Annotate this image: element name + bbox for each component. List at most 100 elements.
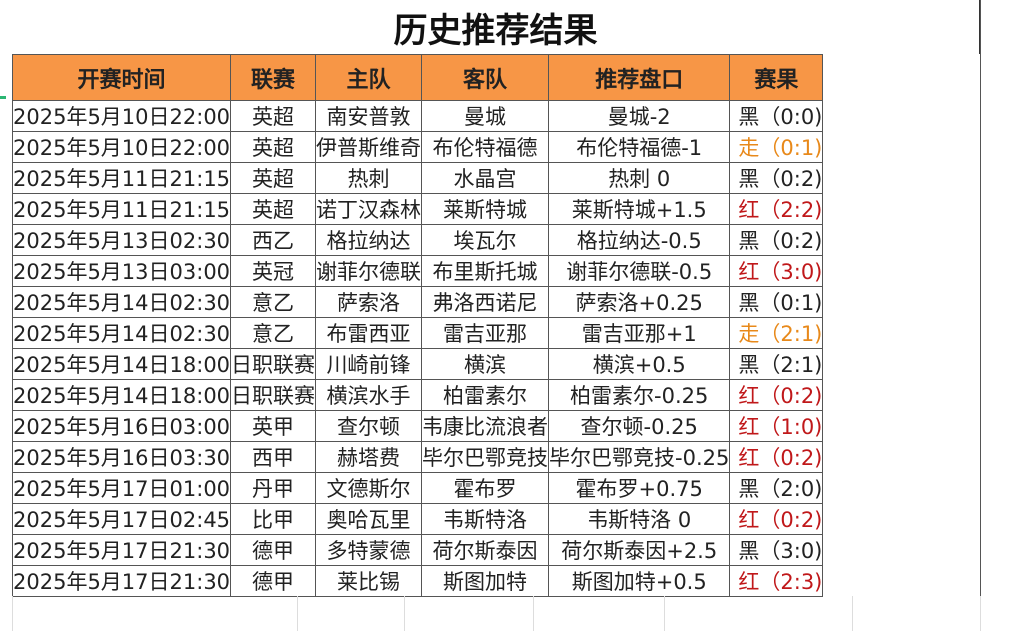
- cell-league[interactable]: 德甲: [230, 534, 317, 566]
- cell-pick[interactable]: 查尔顿-0.25: [548, 410, 731, 442]
- cell-time[interactable]: 2025年5月17日21:30: [11, 534, 232, 566]
- cell-home[interactable]: 奥哈瓦里: [315, 503, 423, 535]
- cell-pick[interactable]: 毕尔巴鄂竞技-0.25: [548, 441, 731, 473]
- cell-time[interactable]: 2025年5月10日22:00: [11, 131, 232, 163]
- cell-time[interactable]: 2025年5月14日02:30: [11, 286, 232, 318]
- cell-away[interactable]: 布里斯托城: [421, 255, 550, 287]
- cell-league[interactable]: 英超: [230, 131, 317, 163]
- cell-pick[interactable]: 霍布罗+0.75: [548, 472, 731, 504]
- cell-time[interactable]: 2025年5月14日02:30: [11, 317, 232, 349]
- cell-league[interactable]: 日职联赛: [230, 379, 317, 411]
- cell-away[interactable]: 埃瓦尔: [421, 224, 550, 256]
- header-league[interactable]: 联赛: [230, 54, 317, 101]
- cell-league[interactable]: 日职联赛: [230, 348, 317, 380]
- cell-result[interactable]: 黑（3:0): [729, 534, 824, 566]
- cell-home[interactable]: 谢菲尔德联: [315, 255, 423, 287]
- cell-pick[interactable]: 斯图加特+0.5: [548, 565, 731, 597]
- cell-time[interactable]: 2025年5月14日18:00: [11, 348, 232, 380]
- cell-pick[interactable]: 萨索洛+0.25: [548, 286, 731, 318]
- cell-away[interactable]: 莱斯特城: [421, 193, 550, 225]
- cell-time[interactable]: 2025年5月17日01:00: [11, 472, 232, 504]
- cell-time[interactable]: 2025年5月16日03:30: [11, 441, 232, 473]
- cell-result[interactable]: 红（1:0): [729, 410, 824, 442]
- cell-home[interactable]: 诺丁汉森林: [315, 193, 423, 225]
- cell-pick[interactable]: 曼城-2: [548, 100, 731, 132]
- cell-result[interactable]: 红（2:2): [729, 193, 824, 225]
- cell-result[interactable]: 红（0:2): [729, 503, 824, 535]
- cell-result[interactable]: 红（2:3): [729, 565, 824, 597]
- cell-result[interactable]: 黑（0:1): [729, 286, 824, 318]
- cell-home[interactable]: 赫塔费: [315, 441, 423, 473]
- cell-home[interactable]: 文德斯尔: [315, 472, 423, 504]
- cell-home[interactable]: 伊普斯维奇: [315, 131, 423, 163]
- cell-pick[interactable]: 格拉纳达-0.5: [548, 224, 731, 256]
- cell-time[interactable]: 2025年5月10日22:00: [11, 100, 232, 132]
- cell-result[interactable]: 黑（0:2): [729, 162, 824, 194]
- cell-away[interactable]: 弗洛西诺尼: [421, 286, 550, 318]
- cell-pick[interactable]: 热刺 0: [548, 162, 731, 194]
- cell-pick[interactable]: 横滨+0.5: [548, 348, 731, 380]
- cell-away[interactable]: 斯图加特: [421, 565, 550, 597]
- cell-time[interactable]: 2025年5月14日18:00: [11, 379, 232, 411]
- header-pick[interactable]: 推荐盘口: [548, 54, 731, 101]
- header-result[interactable]: 赛果: [729, 54, 824, 101]
- cell-home[interactable]: 布雷西亚: [315, 317, 423, 349]
- cell-result[interactable]: 红（0:2): [729, 441, 824, 473]
- cell-league[interactable]: 丹甲: [230, 472, 317, 504]
- header-time[interactable]: 开赛时间: [11, 54, 232, 101]
- cell-home[interactable]: 查尔顿: [315, 410, 423, 442]
- cell-home[interactable]: 热刺: [315, 162, 423, 194]
- cell-time[interactable]: 2025年5月11日21:15: [11, 162, 232, 194]
- cell-away[interactable]: 荷尔斯泰因: [421, 534, 550, 566]
- cell-result[interactable]: 走（2:1): [729, 317, 824, 349]
- cell-result[interactable]: 黑（0:2): [729, 224, 824, 256]
- cell-league[interactable]: 比甲: [230, 503, 317, 535]
- cell-away[interactable]: 毕尔巴鄂竞技: [421, 441, 550, 473]
- cell-home[interactable]: 川崎前锋: [315, 348, 423, 380]
- cell-home[interactable]: 横滨水手: [315, 379, 423, 411]
- cell-away[interactable]: 韦康比流浪者: [421, 410, 550, 442]
- cell-time[interactable]: 2025年5月13日03:00: [11, 255, 232, 287]
- header-home[interactable]: 主队: [315, 54, 423, 101]
- cell-time[interactable]: 2025年5月13日02:30: [11, 224, 232, 256]
- cell-time[interactable]: 2025年5月16日03:00: [11, 410, 232, 442]
- cell-home[interactable]: 格拉纳达: [315, 224, 423, 256]
- cell-away[interactable]: 曼城: [421, 100, 550, 132]
- cell-time[interactable]: 2025年5月17日21:30: [11, 565, 232, 597]
- cell-league[interactable]: 西甲: [230, 441, 317, 473]
- cell-home[interactable]: 莱比锡: [315, 565, 423, 597]
- cell-time[interactable]: 2025年5月17日02:45: [11, 503, 232, 535]
- cell-pick[interactable]: 荷尔斯泰因+2.5: [548, 534, 731, 566]
- cell-pick[interactable]: 韦斯特洛 0: [548, 503, 731, 535]
- cell-pick[interactable]: 柏雷素尔-0.25: [548, 379, 731, 411]
- cell-home[interactable]: 多特蒙德: [315, 534, 423, 566]
- cell-result[interactable]: 黑（2:0): [729, 472, 824, 504]
- cell-league[interactable]: 德甲: [230, 565, 317, 597]
- header-away[interactable]: 客队: [421, 54, 550, 101]
- cell-pick[interactable]: 布伦特福德-1: [548, 131, 731, 163]
- cell-result[interactable]: 黑（0:0): [729, 100, 824, 132]
- cell-result[interactable]: 走（0:1): [729, 131, 824, 163]
- cell-pick[interactable]: 莱斯特城+1.5: [548, 193, 731, 225]
- cell-time[interactable]: 2025年5月11日21:15: [11, 193, 232, 225]
- cell-league[interactable]: 英超: [230, 162, 317, 194]
- cell-pick[interactable]: 雷吉亚那+1: [548, 317, 731, 349]
- cell-league[interactable]: 意乙: [230, 286, 317, 318]
- cell-league[interactable]: 意乙: [230, 317, 317, 349]
- cell-away[interactable]: 雷吉亚那: [421, 317, 550, 349]
- cell-away[interactable]: 水晶宫: [421, 162, 550, 194]
- cell-league[interactable]: 西乙: [230, 224, 317, 256]
- cell-league[interactable]: 英甲: [230, 410, 317, 442]
- cell-league[interactable]: 英超: [230, 100, 317, 132]
- cell-away[interactable]: 布伦特福德: [421, 131, 550, 163]
- cell-away[interactable]: 横滨: [421, 348, 550, 380]
- cell-home[interactable]: 南安普敦: [315, 100, 423, 132]
- cell-away[interactable]: 韦斯特洛: [421, 503, 550, 535]
- cell-result[interactable]: 红（3:0): [729, 255, 824, 287]
- cell-away[interactable]: 柏雷素尔: [421, 379, 550, 411]
- cell-home[interactable]: 萨索洛: [315, 286, 423, 318]
- cell-pick[interactable]: 谢菲尔德联-0.5: [548, 255, 731, 287]
- cell-result[interactable]: 红（0:2): [729, 379, 824, 411]
- cell-result[interactable]: 黑（2:1): [729, 348, 824, 380]
- cell-league[interactable]: 英冠: [230, 255, 317, 287]
